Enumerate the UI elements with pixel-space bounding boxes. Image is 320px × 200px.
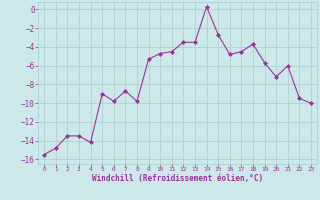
- X-axis label: Windchill (Refroidissement éolien,°C): Windchill (Refroidissement éolien,°C): [92, 174, 263, 183]
